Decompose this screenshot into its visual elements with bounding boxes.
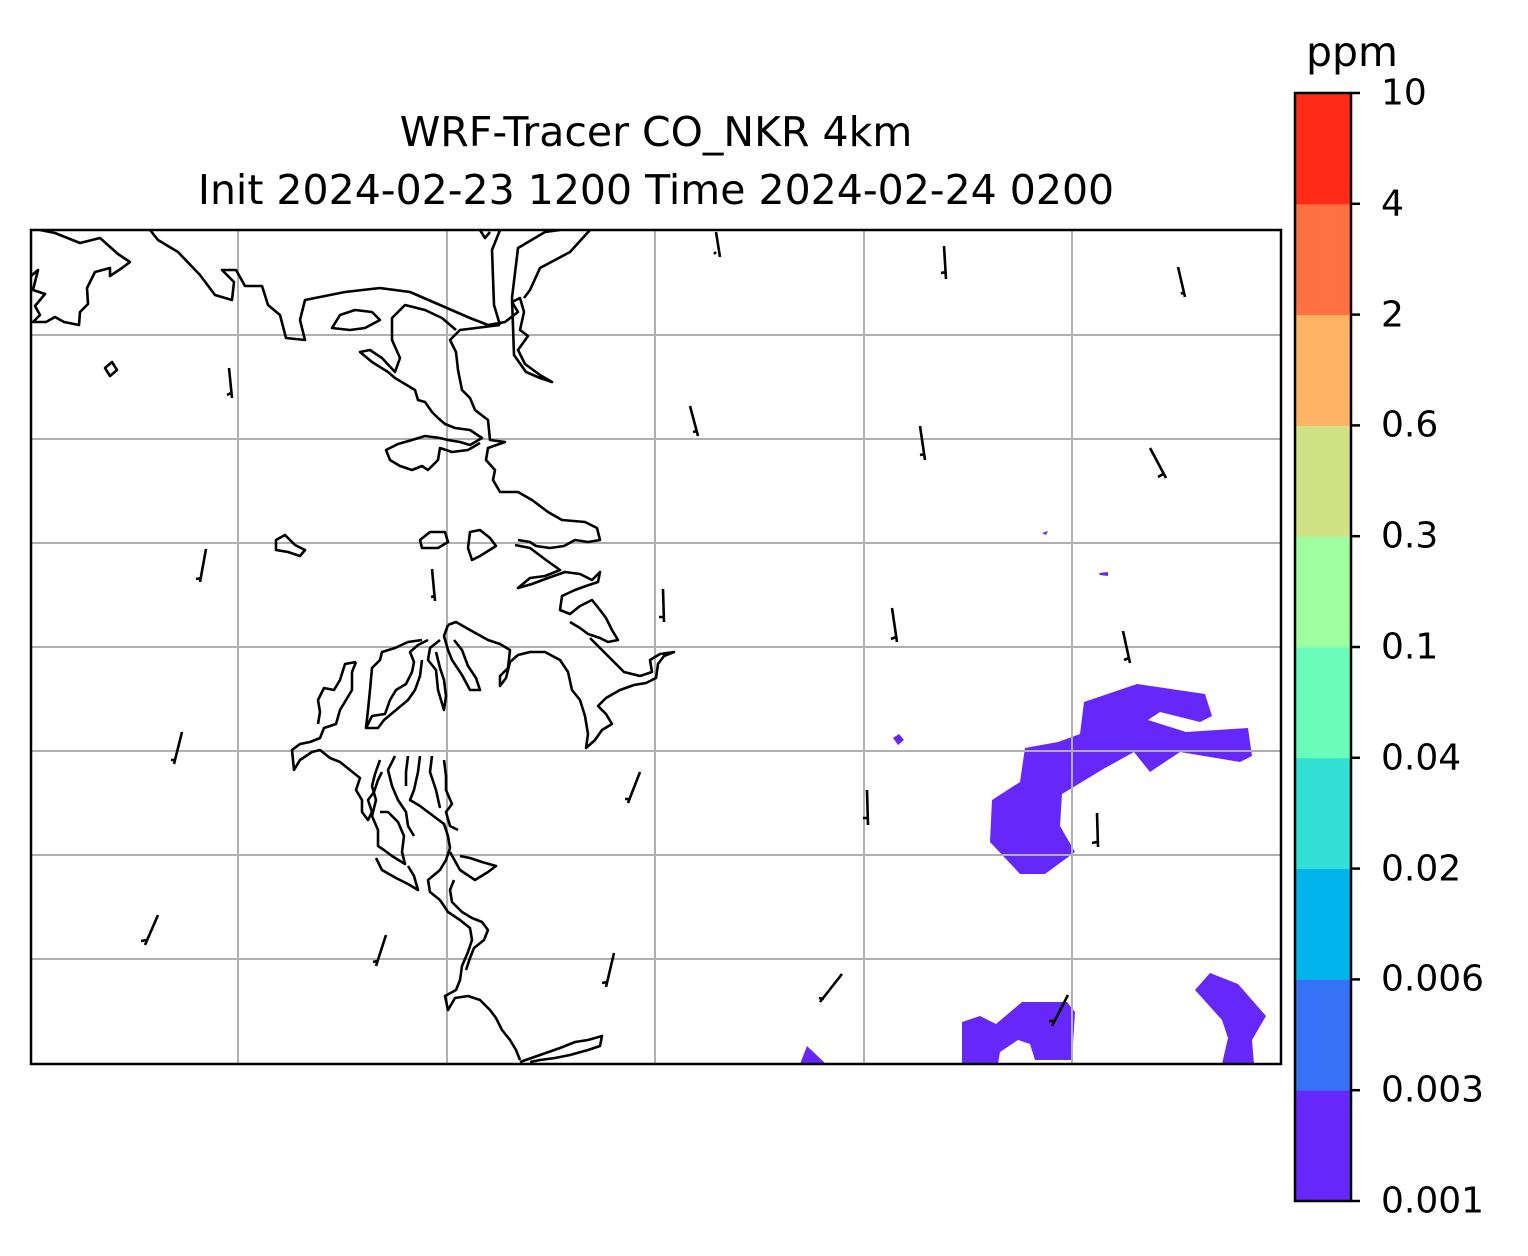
colorbar-segment <box>1295 93 1351 205</box>
colorbar-tick-label: 0.001 <box>1381 1180 1485 1222</box>
colorbar-tick-label: 0.02 <box>1381 848 1462 890</box>
colorbar-tick-label: 0.6 <box>1381 404 1439 446</box>
tracer-speck-1 <box>893 734 904 745</box>
map-title-line-2: Init 2024-02-23 1200 Time 2024-02-24 020… <box>197 166 1115 214</box>
colorbar-segment <box>1295 979 1351 1091</box>
tracer-concentration-fill <box>800 531 1266 1064</box>
map-frame <box>29 228 1283 1066</box>
map-gridlines <box>31 230 1281 1064</box>
coastlines <box>31 230 676 1064</box>
tracer-region-south <box>962 1002 1075 1064</box>
map-title-line-1: WRF-Tracer CO_NKR 4km <box>399 108 913 156</box>
tracer-region-east <box>990 684 1252 874</box>
colorbar <box>1293 91 1360 1203</box>
wind-barbs <box>140 231 1187 1027</box>
colorbar-unit-label: ppm <box>1306 28 1398 76</box>
colorbar-tick-label: 0.1 <box>1381 626 1439 668</box>
tracer-region-south-edge <box>800 1046 826 1064</box>
colorbar-tick-label: 0.006 <box>1381 958 1485 1000</box>
colorbar-segment <box>1295 757 1351 870</box>
colorbar-segment <box>1295 1090 1351 1202</box>
colorbar-segment <box>1295 536 1351 648</box>
colorbar-tick-label: 10 <box>1381 72 1427 114</box>
colorbar-segment <box>1295 203 1351 316</box>
colorbar-tick-label: 2 <box>1381 294 1404 336</box>
colorbar-segment <box>1295 868 1351 980</box>
colorbar-tick-label: 4 <box>1381 183 1404 225</box>
colorbar-tick-label: 0.3 <box>1381 515 1439 557</box>
tracer-speck-2 <box>1042 531 1048 535</box>
tracer-region-southeast <box>1195 973 1266 1064</box>
colorbar-segment <box>1295 647 1351 759</box>
tracer-speck-3 <box>1099 572 1108 576</box>
colorbar-segment <box>1295 425 1351 537</box>
colorbar-tick-label: 0.003 <box>1381 1069 1485 1111</box>
colorbar-tick-label: 0.04 <box>1381 737 1462 779</box>
colorbar-segment <box>1295 314 1351 426</box>
